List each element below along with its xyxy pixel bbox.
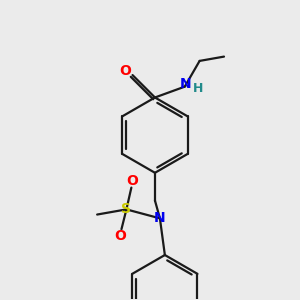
Text: O: O [126, 174, 138, 188]
Text: N: N [154, 212, 166, 225]
Text: O: O [115, 229, 126, 243]
Text: S: S [122, 202, 131, 216]
Text: H: H [192, 82, 203, 95]
Text: O: O [120, 64, 131, 78]
Text: N: N [180, 77, 191, 91]
